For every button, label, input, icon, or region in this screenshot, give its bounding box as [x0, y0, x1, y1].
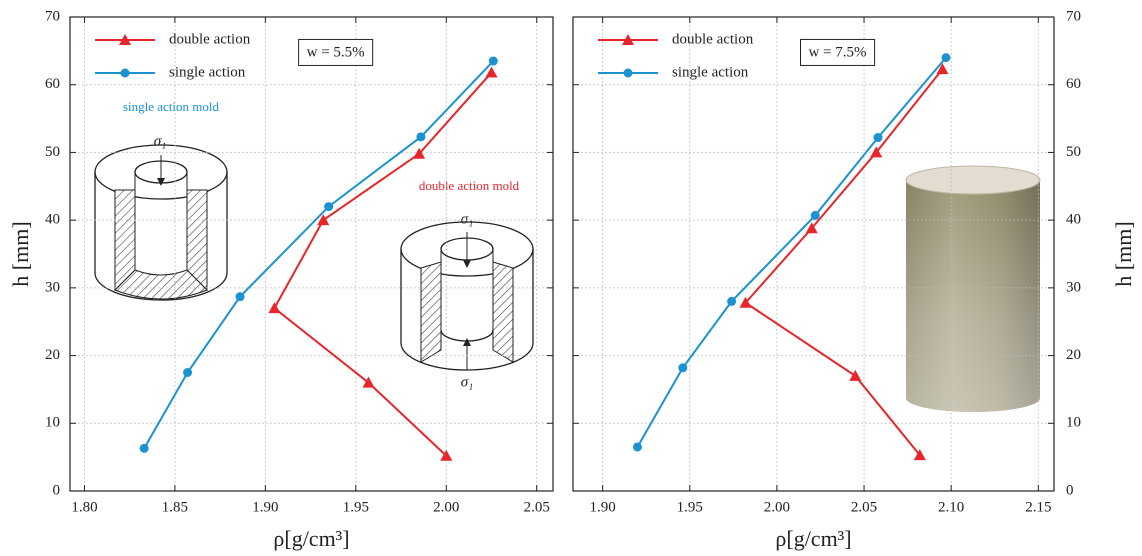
marker: [139, 443, 149, 453]
plot-frame: [69, 16, 554, 492]
inset-label: double action mold: [419, 178, 520, 193]
y-tick-label: 0: [53, 482, 61, 498]
marker: [873, 133, 883, 143]
marker: [440, 449, 453, 461]
legend-label: single action: [672, 64, 749, 80]
annotation-box: [800, 38, 876, 66]
marker: [810, 210, 820, 220]
series-line: [143, 60, 495, 449]
legend-marker: [119, 34, 131, 45]
y-tick-label: 50: [1066, 144, 1081, 160]
marker: [183, 368, 193, 377]
marker: [488, 56, 498, 66]
x-tick-label: 2.05: [851, 499, 877, 515]
sigma-label: σ₁: [154, 133, 167, 149]
plot-frame: [572, 16, 1055, 492]
y-tick-label: 70: [45, 8, 60, 24]
y-tick-label: 40: [45, 212, 60, 228]
y-tick-label: 20: [1066, 347, 1081, 363]
marker: [485, 66, 498, 78]
x-tick-label: 2.00: [764, 499, 790, 515]
x-axis-label: ρ[g/cm³]: [775, 526, 851, 551]
legend-label: double action: [169, 31, 251, 47]
specimen-photo: [905, 165, 1041, 412]
annotation: w = 7.5%: [809, 44, 867, 60]
y-tick-label: 60: [45, 76, 60, 92]
single-action-mold-sketch: [94, 144, 228, 301]
marker: [317, 214, 330, 226]
marker: [870, 146, 883, 158]
marker: [849, 369, 862, 381]
x-tick-label: 1.95: [677, 499, 703, 515]
double-action-mold-sketch: [400, 221, 534, 371]
x-tick-label: 1.85: [162, 499, 188, 515]
legend-marker: [120, 68, 130, 78]
marker: [941, 53, 951, 63]
y-tick-label: 40: [1066, 212, 1081, 228]
y-tick-label: 70: [1066, 8, 1081, 24]
marker: [727, 296, 737, 306]
x-tick-label: 1.95: [343, 499, 369, 515]
x-tick-label: 2.05: [524, 499, 550, 515]
x-axis-label: ρ[g/cm³]: [273, 526, 349, 551]
series-line: [744, 68, 944, 456]
legend-label: single action: [169, 64, 246, 80]
y-tick-label: 30: [1066, 279, 1081, 295]
marker: [632, 442, 642, 452]
sigma-label: σ₁: [461, 211, 474, 227]
marker: [678, 363, 688, 373]
y-axis-label: h [mm]: [8, 221, 33, 286]
sigma-label: σ₁: [461, 374, 474, 390]
y-axis-label: h [mm]: [1111, 221, 1136, 286]
marker: [268, 302, 281, 314]
marker: [413, 147, 426, 159]
marker: [739, 296, 752, 308]
x-tick-label: 1.90: [590, 499, 616, 515]
legend-label: double action: [672, 31, 754, 47]
x-tick-label: 1.90: [252, 499, 278, 515]
marker: [936, 63, 949, 75]
legend-marker: [623, 68, 633, 78]
annotation-box: [298, 38, 374, 66]
series-line: [636, 56, 947, 448]
marker: [324, 202, 334, 212]
x-tick-label: 1.80: [71, 499, 97, 515]
x-tick-label: 2.15: [1025, 499, 1051, 515]
y-tick-label: 20: [45, 347, 60, 363]
marker: [235, 292, 245, 302]
legend-marker: [622, 34, 634, 45]
x-tick-label: 2.00: [433, 499, 459, 515]
y-tick-label: 60: [1066, 76, 1081, 92]
marker: [805, 222, 818, 234]
inset-label: single action mold: [123, 99, 220, 114]
marker: [913, 449, 926, 461]
marker: [416, 132, 426, 142]
x-tick-label: 2.10: [938, 499, 964, 515]
y-tick-label: 10: [1066, 415, 1081, 431]
y-tick-label: 10: [45, 415, 60, 431]
y-tick-label: 30: [45, 279, 60, 295]
y-tick-label: 0: [1066, 482, 1074, 498]
annotation: w = 5.5%: [307, 44, 365, 60]
marker: [362, 376, 375, 388]
y-tick-label: 50: [45, 144, 60, 160]
series-line: [273, 71, 493, 457]
